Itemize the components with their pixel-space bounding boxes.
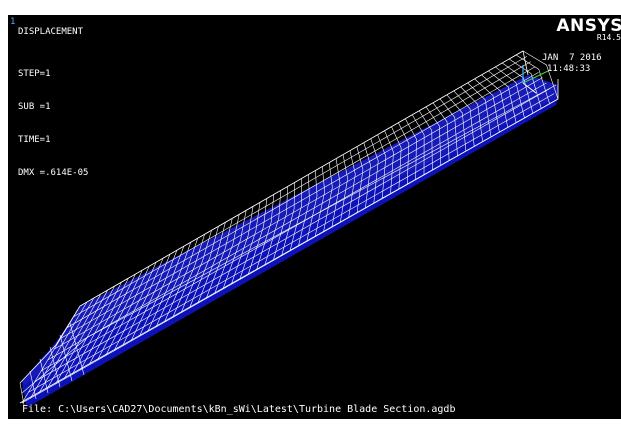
mesh-span-line bbox=[66, 61, 531, 328]
mesh-chord-line bbox=[80, 277, 129, 370]
mesh-chord-line bbox=[256, 194, 275, 271]
mesh-chord-line bbox=[264, 190, 282, 266]
solution-stats: STEP=1 SUB =1 TIME=1 DMX =.614E-05 bbox=[18, 47, 88, 201]
mesh-chord-line bbox=[314, 166, 325, 237]
mesh-chord-line bbox=[189, 226, 219, 309]
mesh-chord-line bbox=[370, 138, 379, 204]
mesh-chord-line bbox=[231, 206, 254, 285]
date-label: JAN 7 2016 bbox=[542, 53, 602, 63]
mesh-chord-line bbox=[398, 122, 410, 185]
mesh-chord-line bbox=[508, 58, 542, 109]
mesh-root-line bbox=[69, 322, 85, 376]
mesh-span-line bbox=[34, 88, 551, 382]
mesh-chord-line bbox=[180, 230, 212, 313]
mesh-root-line bbox=[39, 358, 49, 394]
mesh-span-line bbox=[47, 77, 543, 361]
mesh-chord-line bbox=[522, 50, 559, 100]
mesh-chord-line bbox=[453, 90, 475, 147]
mesh-chord-line bbox=[197, 222, 226, 304]
time-label: 11:48:33 bbox=[547, 64, 591, 74]
mesh-lines bbox=[19, 50, 559, 406]
stat-step: STEP=1 bbox=[18, 69, 51, 79]
mesh-outline-mid bbox=[21, 84, 557, 394]
mesh-chord-line bbox=[363, 142, 371, 209]
mesh-chord-line bbox=[289, 178, 303, 252]
mesh-chord-line bbox=[138, 250, 178, 337]
mesh-chord-line bbox=[155, 242, 192, 328]
mesh-chord-line bbox=[172, 234, 205, 318]
mesh-chord-line bbox=[147, 246, 185, 332]
mesh-chord-line bbox=[30, 301, 88, 399]
mesh-chord-line bbox=[63, 285, 115, 380]
triad-z-axis bbox=[522, 82, 537, 94]
mesh-fill-lower bbox=[22, 97, 558, 407]
triad-x-axis bbox=[522, 70, 549, 84]
mesh-chord-line bbox=[164, 238, 198, 323]
stat-time: TIME=1 bbox=[18, 135, 51, 145]
stat-substep: SUB =1 bbox=[18, 102, 51, 112]
mesh-span-line bbox=[41, 82, 547, 371]
mesh-chord-line bbox=[97, 270, 143, 361]
version-label: R14.5 bbox=[596, 33, 621, 42]
mesh-root-line bbox=[49, 346, 61, 388]
ansys-logo: ANSYS bbox=[556, 16, 621, 36]
mesh-chord-line bbox=[130, 254, 171, 342]
coordinate-triad bbox=[522, 65, 549, 94]
mesh-chord-line bbox=[391, 126, 402, 190]
mesh-chord-line bbox=[348, 150, 356, 218]
mesh-chord-line bbox=[38, 297, 95, 394]
window-number: 1 bbox=[10, 17, 16, 27]
mesh-chord-line bbox=[281, 182, 295, 256]
mesh-root-line bbox=[59, 334, 73, 382]
mesh-chord-line bbox=[384, 130, 394, 195]
mesh-chord-line bbox=[247, 198, 268, 275]
mesh-chord-line bbox=[405, 118, 417, 180]
mesh-outline-top bbox=[19, 50, 529, 384]
mesh-chord-line bbox=[239, 202, 261, 280]
mesh-chord-line bbox=[46, 293, 102, 389]
mesh-chord-line bbox=[418, 110, 433, 171]
mesh-chord-line bbox=[377, 134, 387, 199]
blade-mesh-model[interactable] bbox=[8, 15, 621, 419]
mesh-span-line bbox=[28, 93, 555, 393]
mesh-chord-line bbox=[488, 70, 517, 123]
mesh-chord-line bbox=[411, 114, 425, 176]
plot-title: DISPLACEMENT bbox=[18, 27, 84, 37]
mesh-chord-line bbox=[356, 146, 364, 214]
mesh-chord-line bbox=[425, 106, 442, 166]
mesh-chord-line bbox=[298, 174, 310, 247]
mesh-span-line bbox=[73, 56, 528, 318]
mesh-chord-line bbox=[222, 210, 247, 290]
mesh-chord-line bbox=[515, 54, 550, 104]
mesh-outline-bottom bbox=[19, 79, 559, 404]
mesh-chord-line bbox=[495, 66, 525, 119]
mesh-chord-line bbox=[205, 218, 233, 299]
mesh-chord-line bbox=[105, 266, 150, 356]
mesh-chord-line bbox=[88, 273, 136, 366]
mesh-chord-line bbox=[331, 158, 341, 228]
mesh-chord-line bbox=[214, 214, 240, 294]
mesh-chord-line bbox=[460, 86, 483, 142]
mesh-chord-line bbox=[306, 170, 318, 242]
mesh-chord-line bbox=[439, 98, 458, 157]
mesh-chord-line bbox=[272, 186, 288, 261]
mesh-chord-line bbox=[339, 154, 348, 223]
mesh-chord-line bbox=[113, 262, 157, 351]
mesh-chord-line bbox=[446, 94, 467, 152]
file-path-label: File: C:\Users\CAD27\Documents\kBn_sWi\L… bbox=[22, 404, 456, 415]
stat-dmx: DMX =.614E-05 bbox=[18, 168, 89, 178]
graphics-viewport[interactable]: 1 DISPLACEMENT STEP=1 SUB =1 TIME=1 DMX … bbox=[8, 15, 621, 419]
mesh-chord-line bbox=[323, 162, 333, 233]
mesh-chord-line bbox=[467, 82, 492, 138]
mesh-chord-line bbox=[55, 289, 108, 385]
mesh-chord-line bbox=[474, 78, 500, 133]
mesh-chord-line bbox=[432, 102, 450, 161]
mesh-span-line bbox=[54, 72, 539, 350]
mesh-chord-line bbox=[71, 281, 122, 375]
mesh-span-line bbox=[60, 66, 535, 339]
mesh-chord-line bbox=[481, 74, 509, 128]
mesh-chord-line bbox=[122, 258, 164, 347]
